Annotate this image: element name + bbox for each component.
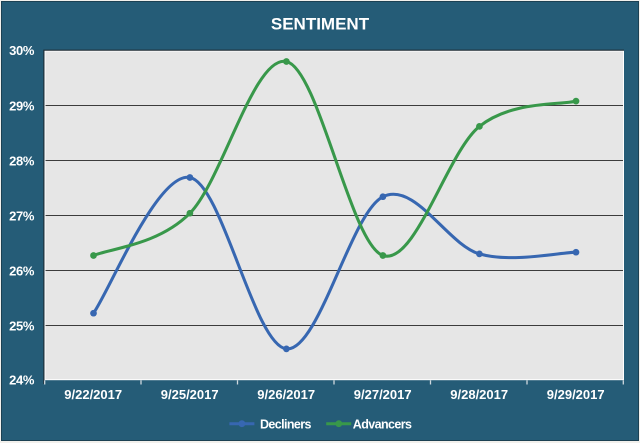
svg-text:29%: 29% (9, 98, 35, 113)
svg-text:9/25/2017: 9/25/2017 (161, 387, 219, 402)
svg-text:27%: 27% (9, 208, 35, 223)
svg-text:24%: 24% (9, 373, 35, 388)
svg-text:SENTIMENT: SENTIMENT (271, 14, 370, 33)
svg-text:9/22/2017: 9/22/2017 (64, 387, 122, 402)
svg-text:25%: 25% (9, 318, 35, 333)
svg-text:9/29/2017: 9/29/2017 (547, 387, 605, 402)
svg-text:30%: 30% (9, 43, 35, 58)
svg-text:9/26/2017: 9/26/2017 (257, 387, 315, 402)
svg-text:28%: 28% (9, 153, 35, 168)
svg-text:9/27/2017: 9/27/2017 (354, 387, 412, 402)
svg-text:Advancers: Advancers (353, 417, 412, 431)
svg-text:26%: 26% (9, 263, 35, 278)
svg-text:9/28/2017: 9/28/2017 (450, 387, 508, 402)
svg-text:Decliners: Decliners (260, 417, 312, 431)
